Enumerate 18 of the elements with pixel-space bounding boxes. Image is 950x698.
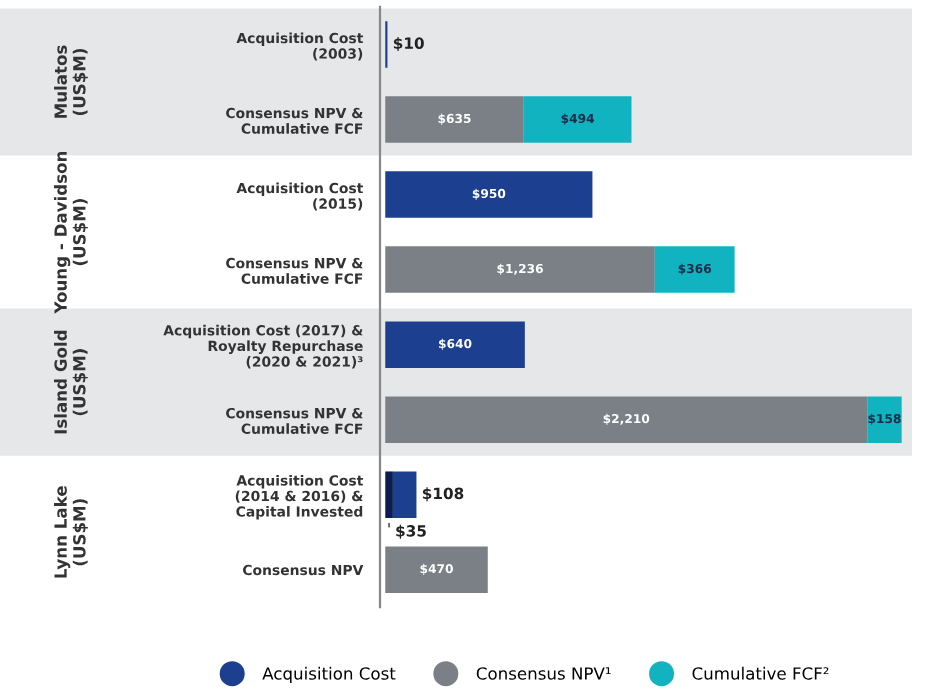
text: Young - Davidson (US$M) — [53, 151, 88, 314]
text: Mulatos (US$M) — [54, 45, 88, 118]
bar — [385, 396, 868, 443]
text: Lynn Lake (US$M) — [53, 486, 88, 578]
text: Island Gold (US$M) — [54, 330, 88, 434]
legend-label: Acquisition Cost — [262, 666, 396, 683]
bar — [385, 321, 525, 368]
bar — [385, 546, 488, 593]
bar — [654, 246, 735, 293]
bar — [523, 96, 632, 143]
bar — [385, 96, 524, 143]
legend-label: Cumulative FCF² — [692, 666, 829, 680]
bar — [392, 471, 417, 518]
bar — [867, 396, 902, 443]
bar — [385, 246, 655, 293]
legend-label: Consensus NPV¹ — [476, 667, 611, 680]
bar — [385, 471, 393, 518]
bar — [385, 171, 593, 218]
